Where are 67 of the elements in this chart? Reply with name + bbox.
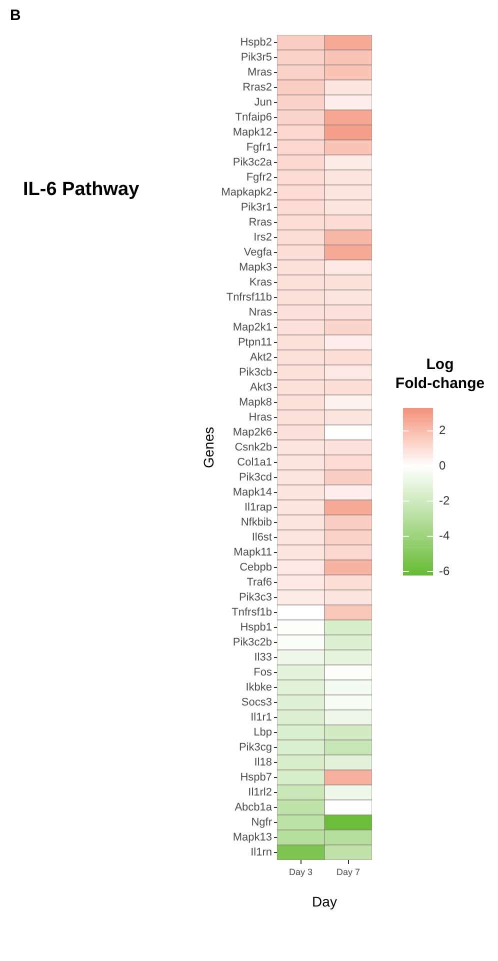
y-tick-label: Csnk2b <box>234 442 272 454</box>
y-tick-label: Map2k1 <box>232 322 272 334</box>
y-tick-label: Jun <box>254 96 272 109</box>
color-bar-label: -2 <box>439 493 450 508</box>
y-tick-label: Ikbke <box>246 682 272 694</box>
y-tick-label: Pik3r1 <box>240 202 272 214</box>
y-axis-title: Genes <box>200 426 216 468</box>
y-tick-label: Mras <box>248 66 272 79</box>
y-tick-label: Rras <box>248 216 272 229</box>
y-tick-label: Pik3r5 <box>240 52 272 64</box>
y-tick-label: Il1r1 <box>250 712 272 724</box>
y-tick-label: Tnfrsf11b <box>226 292 272 304</box>
y-tick-label: Fgfr2 <box>246 172 272 184</box>
y-tick-label: Hras <box>248 412 272 424</box>
y-tick-label: Il6st <box>252 532 272 544</box>
y-tick-label: Abcb1a <box>234 802 273 814</box>
y-tick-label: Il1rap <box>244 502 272 514</box>
y-tick-label: Hspb2 <box>240 36 272 49</box>
y-tick-label: Fos <box>254 666 272 679</box>
y-tick-label: Pik3c2a <box>232 156 273 169</box>
x-tick-label: Day 3 <box>288 866 313 877</box>
y-tick-label: Nfkbib <box>240 516 272 529</box>
y-tick-label: Traf6 <box>246 576 272 589</box>
y-tick-label: Pik3cd <box>238 472 272 484</box>
color-bar-label: -4 <box>439 528 450 543</box>
color-bar-title: Log Fold-change <box>395 356 485 392</box>
x-axis-title: Day <box>312 893 337 910</box>
y-tick-label: Il1rn <box>250 846 272 859</box>
y-tick-label: Ptpn11 <box>238 336 272 349</box>
y-tick-label: Hspb1 <box>240 622 272 634</box>
y-tick-label: Il1rl2 <box>248 786 272 799</box>
y-tick-label: Mapk14 <box>232 486 272 499</box>
y-tick-label: Map2k6 <box>232 426 272 439</box>
y-tick-label: Ngfr <box>251 816 272 829</box>
y-tick-label: Akt2 <box>250 352 272 364</box>
y-tick-label: Pik3cb <box>238 366 272 379</box>
y-tick-label: Mapk12 <box>232 126 272 139</box>
y-tick-label: Cebpb <box>240 562 272 574</box>
x-tick-label: Day 7 <box>336 866 360 877</box>
y-tick-label: Mapk11 <box>234 546 272 559</box>
y-tick-label: Mapk3 <box>238 262 272 274</box>
y-tick-label: Vegfa <box>244 246 273 259</box>
y-tick-label: Hspb7 <box>240 772 272 784</box>
y-tick-label: Pik3c2b <box>232 636 272 649</box>
y-tick-label: Pik3c3 <box>238 592 272 604</box>
color-bar-label: 0 <box>439 458 446 472</box>
text: B <box>10 7 21 24</box>
color-bar-label: 2 <box>439 423 446 438</box>
y-tick-label: Lbp <box>254 726 272 739</box>
y-tick-label: Fgfr1 <box>246 142 272 154</box>
y-tick-label: Mapkapk2 <box>221 186 272 199</box>
y-tick-label: Col1a1 <box>237 456 272 469</box>
y-tick-label: Akt3 <box>250 382 272 394</box>
y-tick-label: Rras2 <box>242 82 272 94</box>
y-tick-label: Tnfrsf1b <box>232 606 272 619</box>
y-tick-label: Il33 <box>254 652 272 664</box>
y-tick-label: Pik3cg <box>238 742 272 754</box>
y-tick-label: Il18 <box>254 756 272 769</box>
y-tick-label: Tnfaip6 <box>235 112 272 124</box>
y-tick-label: Kras <box>249 276 272 289</box>
y-tick-label: Socs3 <box>241 696 272 709</box>
color-bar-label: -6 <box>439 564 450 578</box>
y-tick-label: Nras <box>248 306 272 319</box>
text: IL-6 Pathway <box>23 179 140 200</box>
y-tick-label: Mapk8 <box>238 396 272 409</box>
y-tick-label: Irs2 <box>254 232 272 244</box>
y-tick-label: Mapk13 <box>232 832 272 844</box>
